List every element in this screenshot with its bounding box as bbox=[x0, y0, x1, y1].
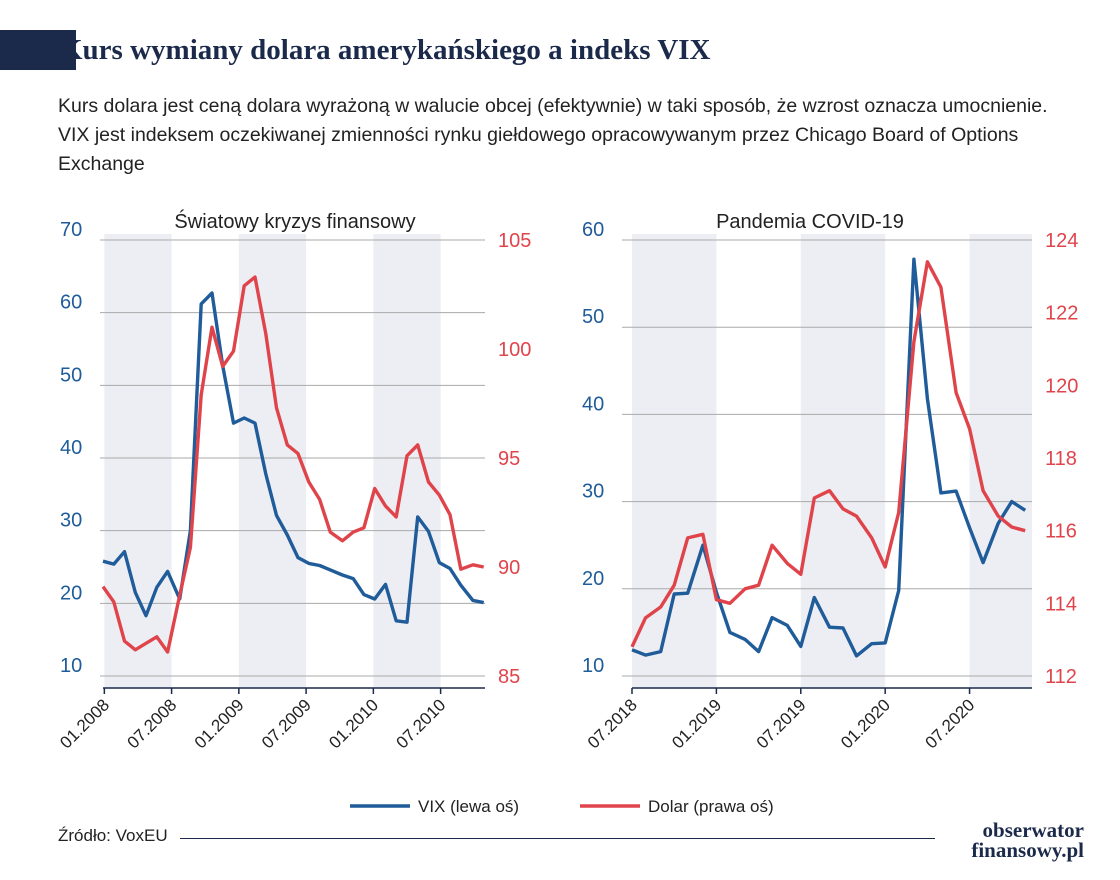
chart2-left-tick-label: 20 bbox=[582, 568, 604, 590]
chart2-right-tick-label: 112 bbox=[1045, 666, 1077, 688]
chart1-right-tick-label: 105 bbox=[498, 230, 531, 252]
chart1-dollar-line bbox=[101, 275, 485, 654]
chart2-dollar-line bbox=[630, 260, 1026, 648]
chart1-right-tick-label: 85 bbox=[498, 666, 520, 688]
chart2-left-tick-label: 30 bbox=[582, 481, 604, 503]
chart2-title: Pandemia COVID-19 bbox=[716, 211, 904, 233]
chart2-right-tick-label: 124 bbox=[1045, 230, 1078, 252]
chart2-left-tick-label: 40 bbox=[582, 393, 604, 415]
chart1-x-tick-label: 01.2010 bbox=[325, 695, 382, 752]
chart1-left-tick-label: 40 bbox=[60, 437, 82, 459]
legend-dollar-label: Dolar (prawa oś) bbox=[648, 797, 774, 816]
chart1-left-tick-label: 20 bbox=[60, 582, 82, 604]
chart1-shaded-period-0 bbox=[104, 234, 172, 688]
publisher-logo: obserwator finansowy.pl bbox=[971, 818, 1084, 862]
chart2-right-tick-label: 116 bbox=[1045, 521, 1077, 543]
title-accent-bar bbox=[0, 30, 76, 70]
chart2-x-tick-label: 07.2018 bbox=[584, 695, 641, 752]
logo-line-2: finansowy.pl bbox=[971, 838, 1084, 862]
chart1-right-tick-label: 100 bbox=[498, 339, 531, 361]
chart2-right-tick-label: 114 bbox=[1045, 593, 1077, 615]
chart2-x-tick-label: 01.2020 bbox=[837, 695, 894, 752]
source-note: Źródło: VoxEU bbox=[58, 826, 168, 845]
description: Kurs dolara jest ceną dolara wyrażoną w … bbox=[58, 95, 1048, 175]
chart1-left-tick-label: 50 bbox=[60, 364, 82, 386]
chart1-title: Światowy kryzys finansowy bbox=[174, 209, 415, 233]
chart2-right-tick-label: 118 bbox=[1045, 448, 1077, 470]
chart2-shaded-period-0 bbox=[632, 234, 717, 688]
chart1-x-tick-label: 07.2010 bbox=[393, 695, 450, 752]
chart1-left-tick-label: 60 bbox=[60, 292, 82, 314]
chart1-right-tick-label: 95 bbox=[498, 448, 520, 470]
chart1-left-tick-label: 30 bbox=[60, 510, 82, 532]
chart2-right-tick-label: 122 bbox=[1045, 303, 1078, 325]
chart1-shaded-period-1 bbox=[238, 234, 307, 688]
chart1-x-tick-label: 07.2009 bbox=[258, 695, 315, 752]
chart1-vix-line bbox=[102, 291, 485, 624]
chart1-x-tick-label: 01.2009 bbox=[191, 695, 248, 752]
page-title: Kurs wymiany dolara amerykańskiego a ind… bbox=[60, 34, 711, 66]
chart2-shaded-period-1 bbox=[800, 234, 886, 688]
logo-line-1: obserwator bbox=[982, 818, 1084, 842]
chart2-shaded-period-2 bbox=[969, 234, 1032, 688]
chart1-left-tick-label: 70 bbox=[60, 219, 82, 241]
chart2-x-tick-label: 01.2019 bbox=[668, 695, 725, 752]
chart2-right-tick-label: 120 bbox=[1045, 375, 1078, 397]
chart2-left-tick-label: 50 bbox=[582, 306, 604, 328]
chart1-x-tick-label: 07.2008 bbox=[124, 695, 181, 752]
chart2-x-tick-label: 07.2019 bbox=[753, 695, 810, 752]
chart2-vix-line bbox=[631, 257, 1027, 658]
chart1-right-tick-label: 90 bbox=[498, 557, 520, 579]
chart2-x-tick-label: 07.2020 bbox=[921, 695, 978, 752]
chart1-left-tick-label: 10 bbox=[60, 655, 82, 677]
chart1-x-tick-label: 01.2008 bbox=[56, 695, 113, 752]
legend-vix-label: VIX (lewa oś) bbox=[418, 797, 519, 816]
chart2-left-tick-label: 60 bbox=[582, 219, 604, 241]
chart2-left-tick-label: 10 bbox=[582, 655, 604, 677]
source-divider bbox=[180, 838, 935, 839]
